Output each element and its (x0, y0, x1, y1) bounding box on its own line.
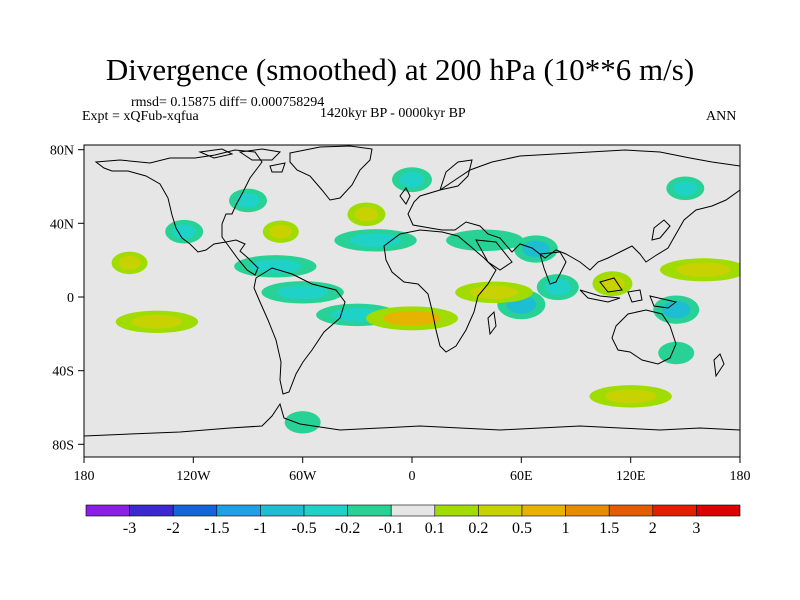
season-label: ANN (706, 109, 737, 124)
anomaly-core (522, 240, 550, 258)
y-tick-label: 80S (52, 438, 74, 453)
colorbar-label: 3 (692, 520, 700, 537)
colorbar (85, 504, 741, 517)
colorbar-label: -3 (123, 520, 136, 537)
coast-south-america (253, 267, 346, 395)
colorbar-box (129, 504, 174, 517)
colorbar-box (347, 504, 392, 517)
anomaly-core (350, 233, 402, 248)
x-tick-label: 120W (176, 469, 211, 484)
colorbar-label: 0.1 (425, 520, 445, 537)
x-tick-label: 60E (510, 469, 533, 484)
coast-africa (383, 229, 497, 353)
coastlines (84, 145, 740, 437)
colorbar-box (478, 504, 523, 517)
coast-madagascar (487, 310, 497, 336)
colorbar-label: 0.5 (512, 520, 532, 537)
colorbar-box (260, 504, 305, 517)
x-tick-label: 120E (616, 469, 646, 484)
anomaly-core (131, 314, 183, 329)
coast-indonesia (579, 277, 678, 309)
anomaly-core (661, 300, 691, 319)
x-tick-label: 180 (730, 469, 751, 484)
period-label: 1420kyr BP - 0000kyr BP (320, 106, 466, 121)
anomaly-core (172, 224, 197, 239)
y-tick-label: 40N (50, 217, 74, 232)
anomaly-fields (111, 167, 740, 434)
colorbar-label: -0.1 (379, 520, 404, 537)
anomaly-core (399, 171, 425, 188)
anomaly-core (665, 346, 688, 360)
colorbar-box (608, 504, 654, 517)
x-tick-label: 180 (74, 469, 95, 484)
anomaly-core (354, 207, 379, 222)
colorbar-label: 0.2 (468, 520, 488, 537)
colorbar-label: -0.2 (335, 520, 360, 537)
colorbar-box (652, 504, 697, 517)
anomaly-core (469, 285, 519, 300)
colorbar-box (216, 504, 261, 517)
coast-greenland (289, 145, 373, 201)
axis-ticks (78, 149, 741, 463)
experiment-label: Expt = xQFub-xqfua (82, 109, 199, 124)
colorbar-label: 1.5 (599, 520, 619, 537)
colorbar-box (303, 504, 348, 517)
coast-antarctica (84, 402, 740, 437)
colorbar-label: 2 (649, 520, 657, 537)
coast-scandinavia (439, 159, 473, 191)
colorbar-label: 1 (562, 520, 570, 537)
anomaly-core (249, 259, 301, 274)
coast-uk (399, 187, 411, 205)
anomaly-core (269, 224, 292, 239)
coast-eurasia (407, 149, 740, 271)
anomaly-core (277, 285, 329, 300)
colorbar-box (434, 504, 479, 517)
coast-india (539, 251, 567, 285)
colorbar-label: -1.5 (204, 520, 229, 537)
anomaly-core (676, 262, 731, 277)
x-tick-label: 60W (289, 469, 317, 484)
anomaly-core (605, 389, 657, 404)
anomaly-core (118, 255, 141, 270)
colorbar-label: -0.5 (291, 520, 316, 537)
colorbar-box (696, 504, 741, 517)
colorbar-box (565, 504, 610, 517)
colorbar-labels: -3 -2 -1.5 -1 -0.5 -0.2 -0.1 0.1 0.2 0.5 1 1.5 2 3 (123, 520, 700, 537)
coast-new-zealand (713, 353, 725, 378)
anomaly-core (673, 181, 698, 196)
anomaly-core (236, 193, 260, 208)
colorbar-label: -1 (254, 520, 267, 537)
y-tick-label: 80N (50, 144, 74, 159)
colorbar-box (521, 504, 566, 517)
colorbar-label: -2 (167, 520, 180, 537)
coast-arctic-islands (198, 148, 286, 173)
colorbar-box (85, 504, 130, 517)
coast-japan (651, 219, 671, 241)
coast-australia (611, 309, 677, 365)
coast-arabia (475, 239, 513, 271)
colorbar-box (390, 504, 436, 517)
x-tick-label: 0 (409, 469, 416, 484)
anomaly-core (291, 415, 314, 430)
y-tick-label: 0 (67, 291, 74, 306)
colorbar-box (172, 504, 218, 517)
figure-title: Divergence (smoothed) at 200 hPa (10**6 … (105, 52, 695, 87)
anomaly-core (383, 310, 441, 326)
y-tick-label: 40S (52, 365, 74, 380)
rmsd-diff-stats: rmsd= 0.15875 diff= 0.000758294 (131, 95, 325, 110)
